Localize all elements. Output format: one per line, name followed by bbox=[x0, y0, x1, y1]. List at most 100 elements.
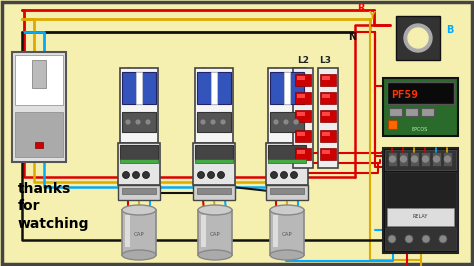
Circle shape bbox=[445, 156, 450, 162]
FancyBboxPatch shape bbox=[15, 55, 63, 105]
Text: B: B bbox=[446, 25, 453, 35]
FancyBboxPatch shape bbox=[266, 143, 308, 185]
FancyBboxPatch shape bbox=[197, 188, 231, 194]
FancyBboxPatch shape bbox=[12, 52, 66, 162]
FancyBboxPatch shape bbox=[322, 132, 330, 136]
FancyBboxPatch shape bbox=[268, 68, 306, 143]
Text: L3: L3 bbox=[319, 56, 331, 65]
FancyBboxPatch shape bbox=[396, 16, 440, 60]
Circle shape bbox=[422, 156, 428, 162]
FancyBboxPatch shape bbox=[270, 112, 304, 132]
Text: L2: L2 bbox=[297, 56, 309, 65]
FancyBboxPatch shape bbox=[136, 72, 142, 104]
FancyBboxPatch shape bbox=[320, 130, 336, 142]
FancyBboxPatch shape bbox=[120, 145, 158, 159]
FancyBboxPatch shape bbox=[266, 185, 308, 200]
FancyBboxPatch shape bbox=[405, 108, 418, 116]
Circle shape bbox=[439, 235, 447, 243]
FancyBboxPatch shape bbox=[297, 112, 305, 116]
FancyBboxPatch shape bbox=[318, 68, 338, 168]
FancyBboxPatch shape bbox=[385, 172, 456, 227]
FancyBboxPatch shape bbox=[193, 185, 235, 200]
Text: thanks
for
watching: thanks for watching bbox=[18, 182, 90, 231]
FancyBboxPatch shape bbox=[15, 112, 63, 157]
Text: CAP: CAP bbox=[210, 232, 220, 238]
FancyBboxPatch shape bbox=[297, 150, 305, 154]
Ellipse shape bbox=[122, 205, 156, 215]
FancyBboxPatch shape bbox=[297, 132, 305, 136]
FancyBboxPatch shape bbox=[388, 120, 397, 129]
Ellipse shape bbox=[270, 205, 304, 215]
FancyBboxPatch shape bbox=[399, 152, 408, 166]
Circle shape bbox=[408, 28, 428, 48]
FancyBboxPatch shape bbox=[268, 145, 306, 159]
Text: PF59: PF59 bbox=[391, 90, 418, 100]
FancyBboxPatch shape bbox=[385, 228, 456, 250]
Text: N: N bbox=[348, 32, 356, 42]
FancyBboxPatch shape bbox=[410, 152, 419, 166]
FancyBboxPatch shape bbox=[322, 94, 330, 98]
FancyBboxPatch shape bbox=[297, 76, 305, 80]
FancyBboxPatch shape bbox=[35, 142, 43, 148]
FancyBboxPatch shape bbox=[295, 148, 311, 160]
FancyBboxPatch shape bbox=[443, 152, 452, 166]
FancyBboxPatch shape bbox=[293, 68, 313, 168]
FancyBboxPatch shape bbox=[322, 76, 330, 80]
FancyBboxPatch shape bbox=[201, 215, 206, 247]
Circle shape bbox=[133, 172, 139, 178]
Circle shape bbox=[293, 119, 299, 125]
Circle shape bbox=[281, 172, 288, 178]
FancyBboxPatch shape bbox=[120, 68, 158, 143]
Circle shape bbox=[145, 119, 151, 125]
Circle shape bbox=[390, 156, 395, 162]
Circle shape bbox=[135, 119, 141, 125]
Circle shape bbox=[122, 172, 129, 178]
Circle shape bbox=[434, 156, 439, 162]
FancyBboxPatch shape bbox=[383, 148, 458, 253]
Circle shape bbox=[283, 119, 289, 125]
FancyBboxPatch shape bbox=[383, 78, 458, 136]
Text: R: R bbox=[357, 3, 365, 13]
Text: CAP: CAP bbox=[134, 232, 145, 238]
FancyBboxPatch shape bbox=[273, 215, 278, 247]
Ellipse shape bbox=[198, 250, 232, 260]
FancyBboxPatch shape bbox=[295, 92, 311, 104]
FancyBboxPatch shape bbox=[387, 82, 454, 104]
Circle shape bbox=[401, 156, 407, 162]
FancyBboxPatch shape bbox=[122, 72, 156, 104]
FancyBboxPatch shape bbox=[197, 72, 231, 104]
Circle shape bbox=[405, 235, 413, 243]
FancyBboxPatch shape bbox=[387, 208, 454, 226]
Circle shape bbox=[271, 172, 277, 178]
FancyBboxPatch shape bbox=[32, 60, 46, 88]
Ellipse shape bbox=[122, 250, 156, 260]
FancyBboxPatch shape bbox=[197, 112, 231, 132]
FancyBboxPatch shape bbox=[195, 145, 233, 159]
FancyBboxPatch shape bbox=[118, 143, 160, 185]
FancyBboxPatch shape bbox=[118, 185, 160, 200]
Circle shape bbox=[273, 119, 279, 125]
FancyBboxPatch shape bbox=[122, 210, 156, 255]
Circle shape bbox=[388, 235, 396, 243]
Circle shape bbox=[208, 172, 215, 178]
Circle shape bbox=[210, 119, 216, 125]
Circle shape bbox=[198, 172, 204, 178]
FancyBboxPatch shape bbox=[2, 2, 472, 264]
Circle shape bbox=[411, 156, 418, 162]
Circle shape bbox=[125, 119, 131, 125]
FancyBboxPatch shape bbox=[195, 159, 233, 163]
Circle shape bbox=[404, 24, 432, 52]
Text: Y: Y bbox=[368, 11, 375, 21]
Circle shape bbox=[291, 172, 298, 178]
FancyBboxPatch shape bbox=[122, 188, 156, 194]
FancyBboxPatch shape bbox=[270, 188, 304, 194]
Circle shape bbox=[143, 172, 149, 178]
FancyBboxPatch shape bbox=[421, 152, 430, 166]
FancyBboxPatch shape bbox=[389, 108, 402, 116]
FancyBboxPatch shape bbox=[295, 130, 311, 142]
FancyBboxPatch shape bbox=[284, 72, 290, 104]
FancyBboxPatch shape bbox=[270, 210, 304, 255]
Ellipse shape bbox=[270, 250, 304, 260]
FancyBboxPatch shape bbox=[270, 72, 304, 104]
FancyBboxPatch shape bbox=[122, 112, 156, 132]
